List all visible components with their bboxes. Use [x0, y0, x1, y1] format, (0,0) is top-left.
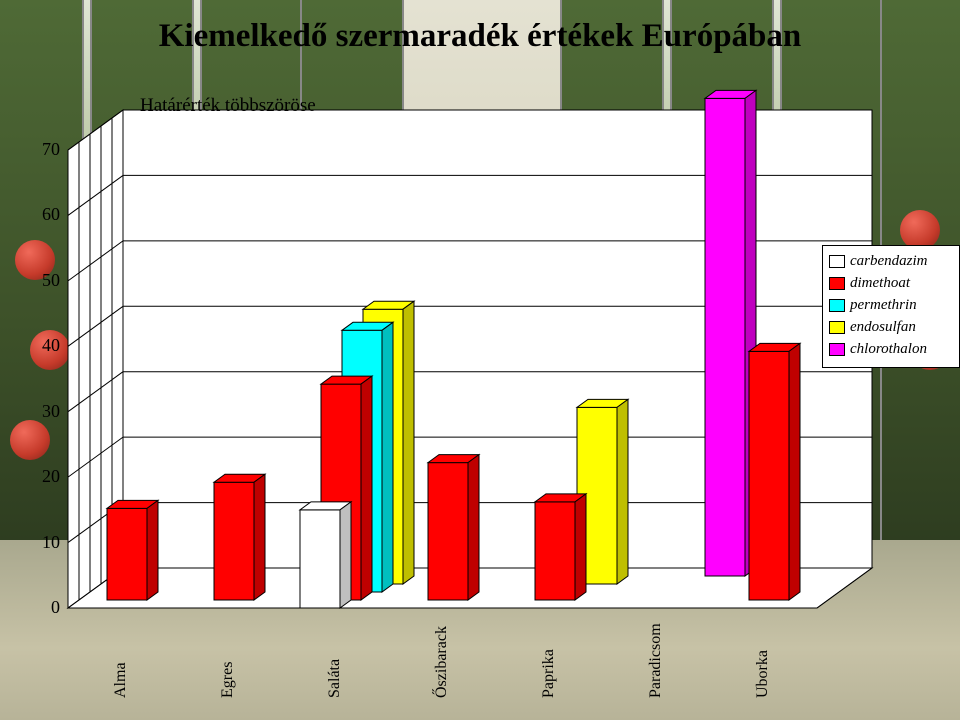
- legend-item: chlorothalon: [829, 339, 953, 360]
- chart-subtitle: Határérték többszöröse: [140, 95, 316, 117]
- legend-swatch: [829, 321, 845, 334]
- y-tick-label: 50: [20, 270, 60, 291]
- legend-item: dimethoat: [829, 273, 953, 294]
- legend-label: endosulfan: [850, 317, 916, 338]
- y-tick-label: 60: [20, 204, 60, 225]
- chart-title: Kiemelkedő szermaradék értékek Európában: [0, 18, 960, 55]
- x-category-label: Alma: [112, 662, 130, 698]
- legend-label: dimethoat: [850, 273, 910, 294]
- legend-item: permethrin: [829, 295, 953, 316]
- legend-label: chlorothalon: [850, 339, 927, 360]
- x-category-label: Őszibarack: [433, 626, 451, 698]
- legend-swatch: [829, 255, 845, 268]
- legend-item: endosulfan: [829, 317, 953, 338]
- y-tick-label: 10: [20, 532, 60, 553]
- y-tick-label: 0: [20, 597, 60, 618]
- legend-label: carbendazim: [850, 251, 928, 272]
- x-category-label: Paprika: [540, 649, 558, 698]
- legend-swatch: [829, 299, 845, 312]
- legend-label: permethrin: [850, 295, 917, 316]
- x-category-label: Egres: [219, 662, 237, 698]
- y-tick-label: 40: [20, 335, 60, 356]
- legend-swatch: [829, 343, 845, 356]
- legend-item: carbendazim: [829, 251, 953, 272]
- x-category-label: Saláta: [326, 659, 344, 698]
- y-tick-label: 30: [20, 401, 60, 422]
- x-category-label: Uborka: [754, 650, 772, 698]
- legend-swatch: [829, 277, 845, 290]
- x-category-label: Paradicsom: [647, 623, 665, 698]
- legend: carbendazimdimethoatpermethrinendosulfan…: [822, 245, 960, 368]
- y-tick-label: 20: [20, 466, 60, 487]
- y-tick-label: 70: [20, 139, 60, 160]
